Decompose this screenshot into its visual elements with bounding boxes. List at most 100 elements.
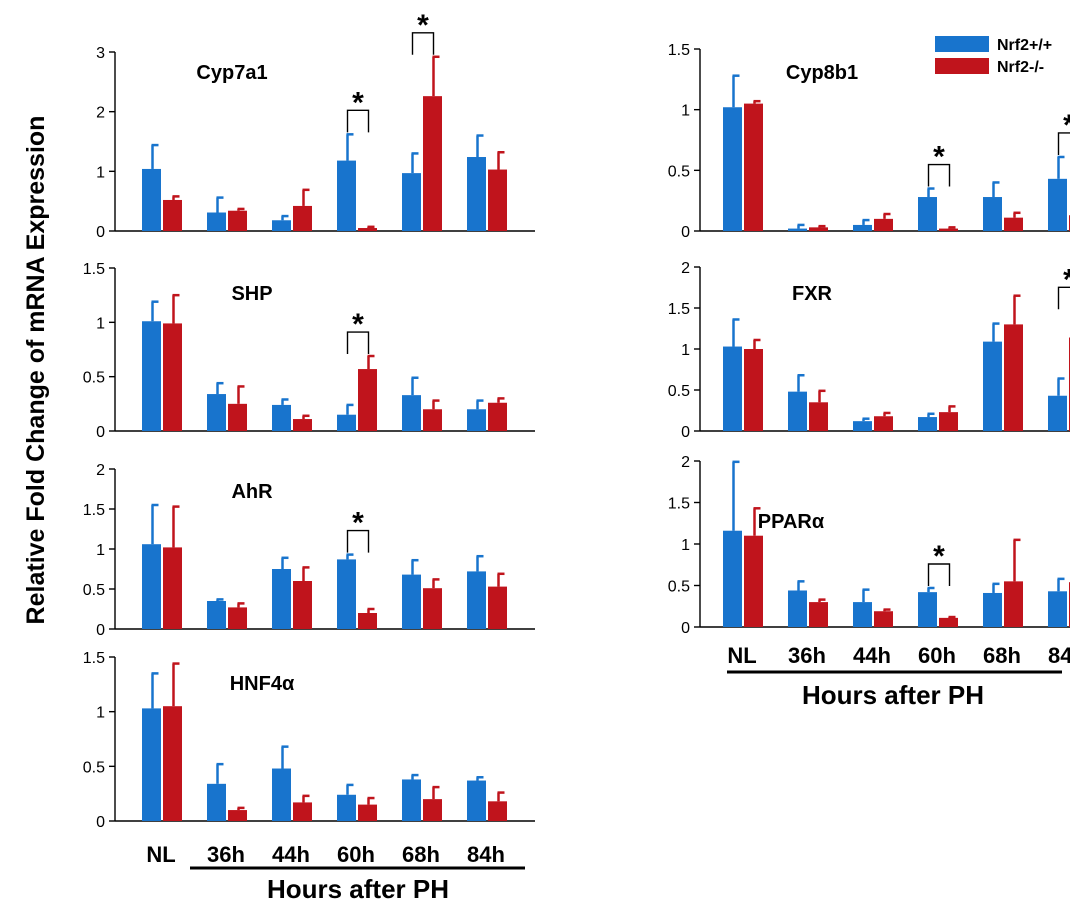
- bar-ko: [163, 706, 182, 821]
- bar-ko: [1004, 581, 1023, 627]
- significance-star: *: [352, 308, 364, 341]
- y-tick-label: 0.5: [668, 579, 690, 596]
- y-tick-label: 0: [681, 424, 690, 441]
- x-tick-label: 84h: [467, 842, 505, 867]
- bar-wt: [853, 602, 872, 627]
- x-tick-label: 36h: [207, 842, 245, 867]
- y-tick-label: 2: [681, 260, 690, 277]
- bar-ko: [423, 588, 442, 629]
- y-tick-label: 3: [96, 45, 105, 62]
- x-tick-label: 68h: [983, 643, 1021, 668]
- legend-swatch-ko: [935, 58, 989, 74]
- bar-wt: [467, 409, 486, 431]
- bar-wt: [918, 592, 937, 627]
- bar-wt: [207, 783, 226, 821]
- bar-ko: [358, 613, 377, 629]
- bar-ko: [744, 349, 763, 431]
- bar-ko: [293, 419, 312, 431]
- panel-title: PPARα: [758, 511, 825, 533]
- bar-wt: [1048, 591, 1067, 627]
- panel-title: HNF4α: [230, 673, 295, 695]
- bar-wt: [207, 601, 226, 629]
- bar-wt: [918, 417, 937, 431]
- bar-wt: [788, 590, 807, 627]
- x-tick-label: 84h: [1048, 643, 1070, 668]
- bar-wt: [723, 346, 742, 431]
- y-tick-label: 0.5: [83, 582, 105, 599]
- x-tick-label: NL: [146, 842, 175, 867]
- bar-ko: [163, 323, 182, 431]
- bar-wt: [918, 197, 937, 231]
- bar-ko: [423, 96, 442, 231]
- bar-ko: [293, 802, 312, 821]
- bar-wt: [142, 168, 161, 231]
- panel-6: 0 0.5 1 1.5 HNF4α: [83, 650, 535, 831]
- x-tick-label: NL: [727, 643, 756, 668]
- significance-star: *: [352, 507, 364, 540]
- bar-ko: [358, 228, 377, 231]
- y-tick-label: 1.5: [668, 42, 690, 59]
- bar-ko: [228, 403, 247, 431]
- bar-ko: [744, 535, 763, 627]
- x-tick-label: 44h: [853, 643, 891, 668]
- x-axis-label: Hours after PH: [267, 874, 449, 902]
- x-tick-label: 36h: [788, 643, 826, 668]
- y-tick-label: 0.5: [668, 383, 690, 400]
- bar-wt: [402, 574, 421, 629]
- bar-ko: [939, 412, 958, 431]
- y-tick-label: 1: [96, 705, 105, 722]
- significance-bracket: [346, 109, 370, 133]
- bar-wt: [402, 395, 421, 431]
- y-tick-label: 0: [96, 622, 105, 639]
- bar-ko: [874, 611, 893, 627]
- panel-2: 0 0.5 1 1.5 SHP *: [83, 261, 535, 441]
- y-tick-label: 1.5: [83, 650, 105, 667]
- bar-wt: [723, 530, 742, 627]
- bar-wt: [337, 414, 356, 431]
- bar-ko: [874, 416, 893, 431]
- bar-ko: [358, 369, 377, 431]
- bar-wt: [467, 780, 486, 821]
- bar-wt: [1048, 395, 1067, 431]
- y-tick-label: 0: [96, 424, 105, 441]
- panel-3: 0 0.5 1 1.5 2 FXR *: [668, 260, 1070, 441]
- bar-wt: [337, 160, 356, 231]
- x-axis-label: Hours after PH: [802, 680, 984, 710]
- panel-4: 0 0.5 1 1.5 2 AhR *: [83, 462, 535, 639]
- bar-wt: [207, 212, 226, 231]
- bar-ko: [228, 210, 247, 231]
- y-tick-label: 1: [681, 537, 690, 554]
- bar-wt: [272, 569, 291, 629]
- significance-star: *: [1063, 109, 1070, 142]
- y-tick-label: 0: [96, 814, 105, 831]
- panel-title: Cyp8b1: [786, 62, 858, 84]
- bar-ko: [488, 169, 507, 231]
- bar-ko: [163, 547, 182, 629]
- bar-ko: [293, 581, 312, 629]
- bar-wt: [467, 157, 486, 231]
- x-tick-label: 60h: [918, 643, 956, 668]
- y-tick-label: 0: [681, 224, 690, 241]
- y-tick-label: 1: [96, 542, 105, 559]
- bar-wt: [788, 391, 807, 431]
- bar-ko: [939, 617, 958, 627]
- significance-star: *: [933, 141, 945, 174]
- y-tick-label: 1.5: [83, 502, 105, 519]
- significance-star: *: [1063, 263, 1070, 296]
- panel-1: 0 0.5 1 1.5 Cyp8b1 * *: [668, 42, 1070, 241]
- panel-title: FXR: [792, 283, 833, 305]
- bar-ko: [488, 402, 507, 431]
- significance-bracket: [346, 331, 370, 355]
- bar-ko: [163, 199, 182, 231]
- bar-wt: [272, 404, 291, 431]
- legend-label-wt: Nrf2+/+: [997, 37, 1052, 54]
- significance-star: *: [352, 86, 364, 119]
- y-tick-label: 0: [96, 224, 105, 241]
- bar-ko: [228, 607, 247, 629]
- x-tick-label: 68h: [402, 842, 440, 867]
- significance-bracket: [927, 163, 951, 187]
- panel-5: 0 0.5 1 1.5 2 PPARα *: [668, 454, 1070, 637]
- bar-ko: [423, 409, 442, 431]
- bar-ko: [1004, 217, 1023, 231]
- y-tick-label: 0: [681, 620, 690, 637]
